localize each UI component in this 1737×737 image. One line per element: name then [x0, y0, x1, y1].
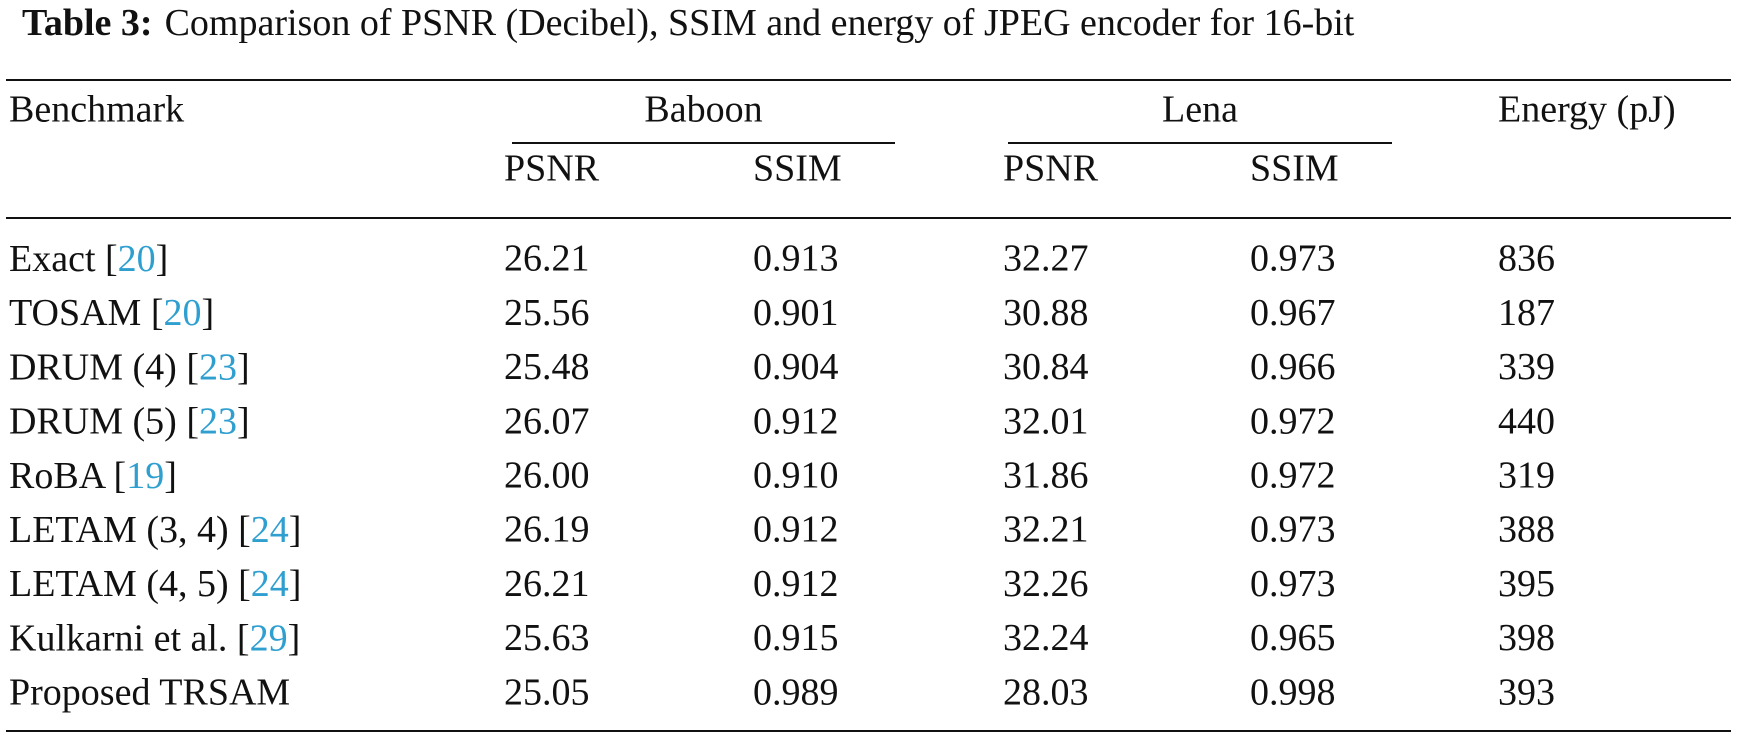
citation: 20 [164, 292, 202, 334]
label-text: LETAM (3, 4) [ [9, 509, 251, 551]
cell: 0.912 [753, 509, 839, 551]
column-header: SSIM [753, 148, 842, 190]
column-header: SSIM [1250, 148, 1339, 190]
label-text: ] [202, 292, 215, 334]
cell: 0.973 [1250, 563, 1336, 605]
cell: 0.972 [1250, 455, 1336, 497]
label-text: ] [164, 455, 177, 497]
cell: 30.84 [1003, 346, 1089, 388]
cell: 32.24 [1003, 617, 1089, 659]
label-text: Proposed TRSAM [9, 671, 290, 713]
cell: 388 [1498, 509, 1555, 551]
label-text: ] [288, 617, 301, 659]
header-energy: Energy (pJ) [1498, 89, 1676, 131]
cell: 0.915 [753, 617, 839, 659]
group-header: Baboon [644, 89, 762, 131]
row-label: LETAM (4, 5) [24] [9, 563, 301, 605]
cell: 25.63 [504, 617, 590, 659]
cell: 25.56 [504, 292, 590, 334]
cell: 26.19 [504, 509, 590, 551]
cell: 440 [1498, 400, 1555, 442]
cell: 0.913 [753, 238, 839, 280]
cell: 32.21 [1003, 509, 1089, 551]
header-benchmark: Benchmark [9, 89, 184, 131]
row-label: LETAM (3, 4) [24] [9, 509, 301, 551]
cell: 32.01 [1003, 400, 1089, 442]
group-header: Lena [1162, 89, 1238, 131]
row-label: Exact [20] [9, 238, 168, 280]
cell: 26.00 [504, 455, 590, 497]
cell: 319 [1498, 455, 1555, 497]
row-label: RoBA [19] [9, 455, 177, 497]
row-label: Proposed TRSAM [9, 671, 290, 713]
row-label: DRUM (4) [23] [9, 346, 250, 388]
citation: 19 [126, 455, 164, 497]
cell: 0.912 [753, 563, 839, 605]
citation: 23 [199, 400, 237, 442]
cell: 0.972 [1250, 400, 1336, 442]
cell: 187 [1498, 292, 1555, 334]
label-text: TOSAM [ [9, 292, 164, 334]
cell: 0.904 [753, 346, 839, 388]
citation: 24 [251, 563, 289, 605]
cell: 393 [1498, 671, 1555, 713]
cell: 0.901 [753, 292, 839, 334]
cell: 836 [1498, 238, 1555, 280]
cell: 32.27 [1003, 238, 1089, 280]
caption-label: Table 3: [22, 2, 153, 44]
cell: 398 [1498, 617, 1555, 659]
cell: 26.21 [504, 238, 590, 280]
column-header: PSNR [1003, 148, 1099, 190]
cell: 0.966 [1250, 346, 1336, 388]
label-text: Exact [ [9, 238, 118, 280]
cell: 30.88 [1003, 292, 1089, 334]
label-text: DRUM (5) [ [9, 400, 199, 442]
cell: 0.912 [753, 400, 839, 442]
label-text: RoBA [ [9, 455, 126, 497]
label-text: ] [289, 509, 302, 551]
cell: 31.86 [1003, 455, 1089, 497]
citation: 20 [118, 238, 156, 280]
cell: 0.965 [1250, 617, 1336, 659]
cell: 395 [1498, 563, 1555, 605]
label-text: ] [289, 563, 302, 605]
cell: 26.07 [504, 400, 590, 442]
label-text: ] [237, 400, 250, 442]
cell: 0.998 [1250, 671, 1336, 713]
label-text: ] [237, 346, 250, 388]
citation: 24 [251, 509, 289, 551]
cell: 32.26 [1003, 563, 1089, 605]
cell: 0.973 [1250, 509, 1336, 551]
cell: 339 [1498, 346, 1555, 388]
row-label: TOSAM [20] [9, 292, 214, 334]
citation: 23 [199, 346, 237, 388]
caption-text: Comparison of PSNR (Decibel), SSIM and e… [165, 2, 1355, 44]
row-label: DRUM (5) [23] [9, 400, 250, 442]
cell: 0.973 [1250, 238, 1336, 280]
cell: 25.48 [504, 346, 590, 388]
cell: 28.03 [1003, 671, 1089, 713]
label-text: LETAM (4, 5) [ [9, 563, 251, 605]
cell: 0.910 [753, 455, 839, 497]
label-text: Kulkarni et al. [ [9, 617, 250, 659]
cell: 0.967 [1250, 292, 1336, 334]
cell: 0.989 [753, 671, 839, 713]
cell: 26.21 [504, 563, 590, 605]
row-label: Kulkarni et al. [29] [9, 617, 300, 659]
label-text: ] [156, 238, 169, 280]
label-text: DRUM (4) [ [9, 346, 199, 388]
column-header: PSNR [504, 148, 600, 190]
cell: 25.05 [504, 671, 590, 713]
citation: 29 [250, 617, 288, 659]
caption: Table 3: Comparison of PSNR (Decibel), SS… [22, 2, 1355, 44]
